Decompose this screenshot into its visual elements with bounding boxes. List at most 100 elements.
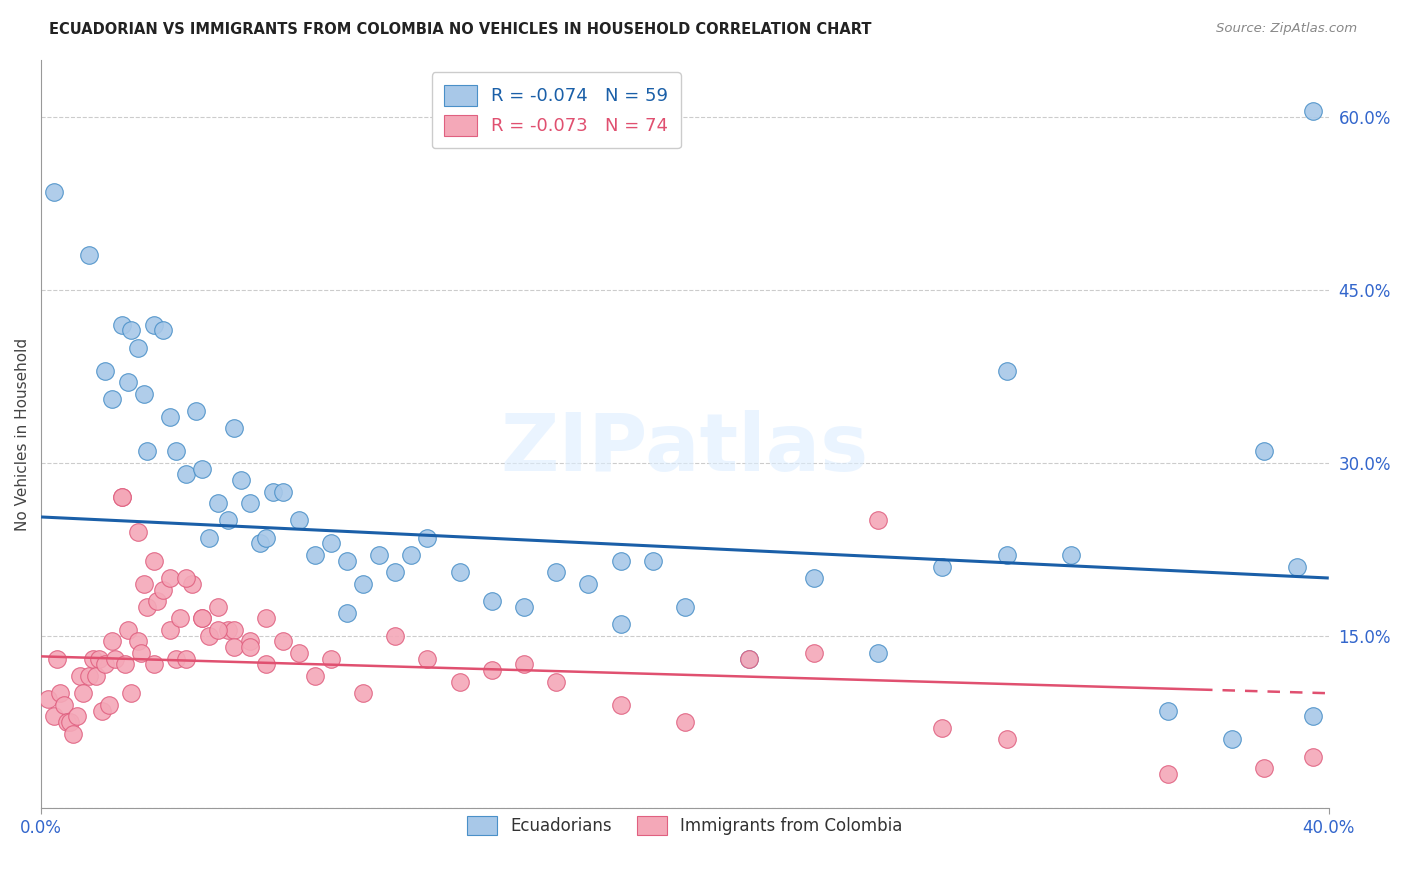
Point xyxy=(352,576,374,591)
Point xyxy=(224,623,246,637)
Point xyxy=(416,651,439,665)
Point xyxy=(184,404,207,418)
Point xyxy=(197,629,219,643)
Point xyxy=(287,513,309,527)
Point xyxy=(1157,767,1180,781)
Point xyxy=(481,663,503,677)
Point xyxy=(271,634,294,648)
Point xyxy=(224,421,246,435)
Text: ECUADORIAN VS IMMIGRANTS FROM COLOMBIA NO VEHICLES IN HOUSEHOLD CORRELATION CHAR: ECUADORIAN VS IMMIGRANTS FROM COLOMBIA N… xyxy=(49,22,872,37)
Point xyxy=(46,651,69,665)
Point xyxy=(304,548,326,562)
Point xyxy=(120,323,142,337)
Point xyxy=(127,524,149,539)
Point xyxy=(384,629,406,643)
Point xyxy=(995,548,1018,562)
Point xyxy=(217,513,239,527)
Point xyxy=(82,651,104,665)
Point xyxy=(97,698,120,712)
Point xyxy=(207,623,229,637)
Point xyxy=(94,364,117,378)
Legend: Ecuadorians, Immigrants from Colombia: Ecuadorians, Immigrants from Colombia xyxy=(457,805,912,845)
Point xyxy=(576,576,599,591)
Point xyxy=(91,704,114,718)
Point xyxy=(262,484,284,499)
Point xyxy=(191,461,214,475)
Point xyxy=(546,674,568,689)
Point xyxy=(142,318,165,332)
Point xyxy=(368,548,391,562)
Point xyxy=(120,686,142,700)
Point xyxy=(738,651,761,665)
Point xyxy=(256,657,278,672)
Point xyxy=(931,559,953,574)
Point xyxy=(1253,761,1275,775)
Point xyxy=(673,599,696,614)
Point xyxy=(352,686,374,700)
Point xyxy=(104,651,127,665)
Text: Source: ZipAtlas.com: Source: ZipAtlas.com xyxy=(1216,22,1357,36)
Point xyxy=(181,576,204,591)
Point xyxy=(738,651,761,665)
Point xyxy=(319,651,342,665)
Point xyxy=(336,554,359,568)
Point xyxy=(136,444,159,458)
Point xyxy=(449,674,471,689)
Point xyxy=(1253,444,1275,458)
Point xyxy=(1302,709,1324,723)
Point xyxy=(481,594,503,608)
Point xyxy=(673,714,696,729)
Point xyxy=(142,657,165,672)
Point xyxy=(79,248,101,262)
Point xyxy=(1302,104,1324,119)
Point xyxy=(546,566,568,580)
Point xyxy=(449,566,471,580)
Point xyxy=(239,634,262,648)
Point xyxy=(159,409,181,424)
Point xyxy=(319,536,342,550)
Point xyxy=(79,669,101,683)
Point xyxy=(256,531,278,545)
Point xyxy=(239,496,262,510)
Point xyxy=(146,594,169,608)
Point xyxy=(56,714,79,729)
Point xyxy=(513,657,536,672)
Point xyxy=(207,599,229,614)
Point xyxy=(101,392,124,407)
Y-axis label: No Vehicles in Household: No Vehicles in Household xyxy=(15,337,30,531)
Point xyxy=(229,473,252,487)
Point xyxy=(513,599,536,614)
Point xyxy=(256,611,278,625)
Point xyxy=(197,531,219,545)
Point xyxy=(110,491,132,505)
Point xyxy=(169,611,191,625)
Point xyxy=(191,611,214,625)
Point xyxy=(142,554,165,568)
Point xyxy=(84,669,107,683)
Point xyxy=(152,323,174,337)
Point xyxy=(384,566,406,580)
Point xyxy=(127,341,149,355)
Point xyxy=(641,554,664,568)
Point xyxy=(271,484,294,499)
Point xyxy=(129,646,152,660)
Point xyxy=(995,364,1018,378)
Point xyxy=(165,444,187,458)
Point xyxy=(114,657,136,672)
Point xyxy=(42,185,65,199)
Point xyxy=(1157,704,1180,718)
Point xyxy=(217,623,239,637)
Point xyxy=(62,726,84,740)
Point xyxy=(49,686,72,700)
Point xyxy=(191,611,214,625)
Point xyxy=(803,646,825,660)
Point xyxy=(224,640,246,655)
Point xyxy=(609,554,631,568)
Point xyxy=(207,496,229,510)
Point xyxy=(803,571,825,585)
Point xyxy=(152,582,174,597)
Point xyxy=(134,386,156,401)
Point xyxy=(87,651,110,665)
Point xyxy=(127,634,149,648)
Point xyxy=(609,698,631,712)
